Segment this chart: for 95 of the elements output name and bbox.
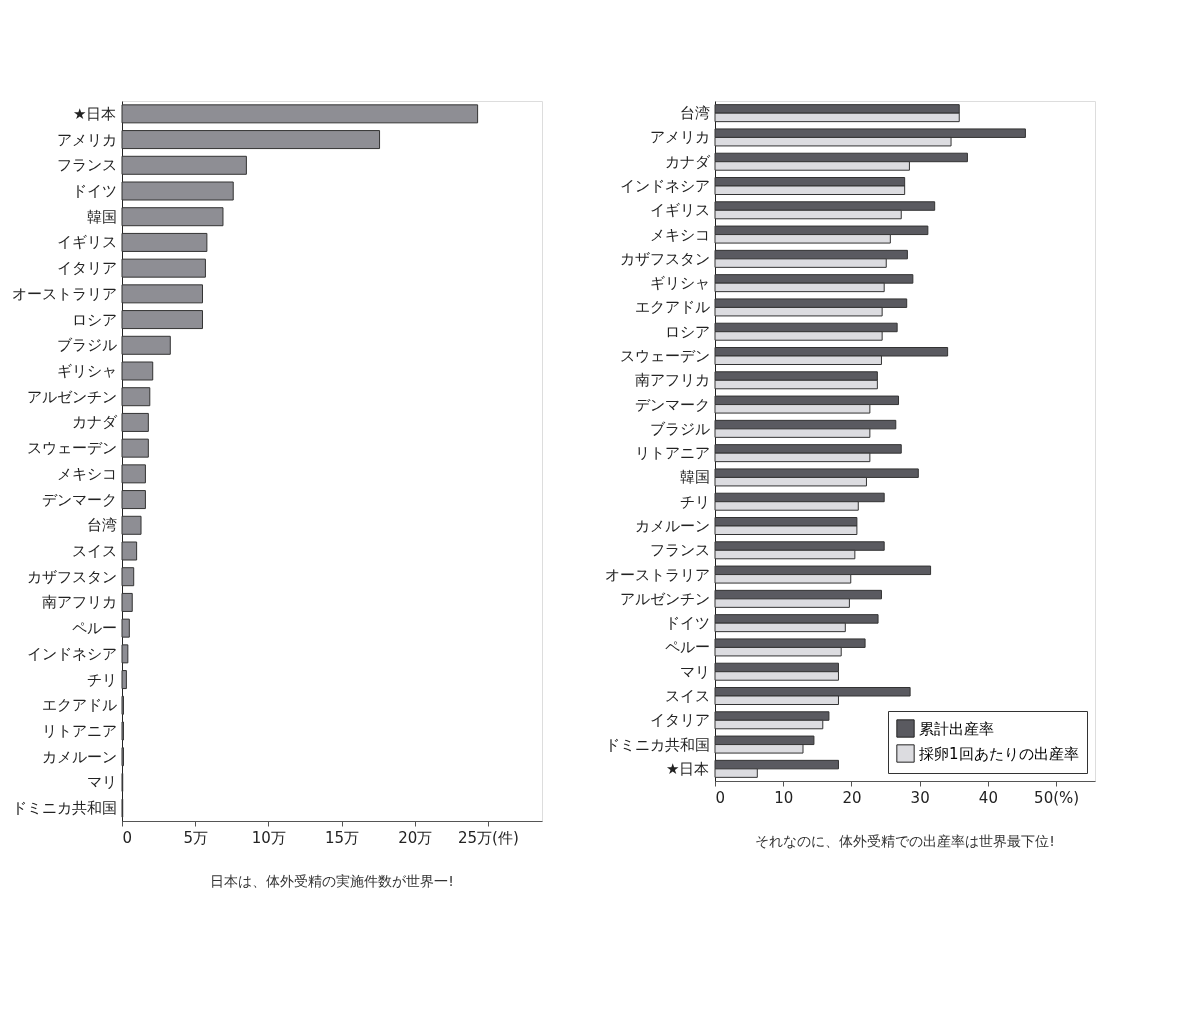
x-tick-label: 0: [122, 828, 133, 847]
bar: [121, 618, 130, 638]
bar: [121, 592, 133, 612]
y-tick-label: ロシア: [664, 322, 710, 341]
y-tick-label: 南アフリカ: [41, 593, 117, 612]
y-tick-label: カザフスタン: [26, 567, 117, 586]
y-tick-label: デンマーク: [634, 395, 710, 414]
bar: [121, 361, 154, 381]
y-tick-label: カメルーン: [41, 747, 117, 766]
legend-label: 累計出産率: [919, 719, 994, 738]
x-tick-label: 10: [774, 788, 794, 807]
y-tick-label: スウェーデン: [26, 439, 117, 458]
y-tick-label: メキシコ: [56, 464, 117, 483]
y-tick-label: チリ: [86, 670, 117, 689]
y-tick-label: チリ: [679, 492, 710, 511]
y-tick-label: ブラジル: [649, 419, 710, 438]
y-tick-label: ロシア: [71, 310, 117, 329]
bar: [121, 464, 146, 484]
bar: [121, 515, 142, 535]
bar: [121, 258, 206, 278]
text: それなのに、体外受精での出産率は世界最下位!: [755, 833, 1055, 849]
bar: [121, 130, 381, 150]
y-tick-label: 台湾: [679, 104, 710, 123]
y-tick-label: 台湾: [86, 516, 117, 535]
y-tick-label: スイス: [71, 542, 117, 560]
y-tick-label: カザフスタン: [619, 249, 710, 268]
y-tick-label: ペルー: [664, 638, 710, 657]
y-tick-label: イタリア: [649, 711, 710, 730]
legend-label: 採卵1回あたりの出産率: [919, 744, 1079, 763]
x-tick-label: 25万(件): [457, 828, 519, 847]
bar: [121, 232, 208, 252]
bar: [121, 387, 151, 407]
bar: [121, 284, 203, 304]
y-tick-label: オーストラリア: [604, 565, 710, 584]
y-tick-label: スウェーデン: [619, 347, 710, 365]
y-tick-label: アルゼンチン: [619, 589, 710, 608]
bar: [121, 412, 149, 432]
y-tick-label: ギリシャ: [56, 362, 117, 380]
y-tick-label: ドイツ: [664, 614, 710, 633]
y-tick-label: エクアドル: [634, 298, 710, 317]
y-tick-label: リトアニア: [41, 722, 117, 740]
bar: [121, 644, 129, 664]
y-tick-label: フランス: [56, 156, 117, 175]
y-tick-label: ブラジル: [56, 336, 117, 355]
y-tick-label: カメルーン: [634, 517, 710, 535]
y-tick-label: ドイツ: [71, 182, 117, 200]
x-tick-label: 50(%): [1034, 788, 1080, 807]
y-tick-label: 韓国: [679, 468, 710, 487]
y-tick-label: イギリス: [56, 233, 117, 252]
bar: [121, 438, 149, 458]
x-tick-label: 20万: [398, 828, 433, 847]
bar: [121, 541, 138, 561]
y-tick-label: デンマーク: [41, 490, 117, 509]
x-tick-label: 20: [842, 788, 862, 807]
y-tick-label: 韓国: [86, 207, 117, 226]
y-tick-label: アメリカ: [649, 128, 710, 147]
bar: [121, 104, 479, 124]
bar: [121, 335, 171, 355]
y-tick-label: マリ: [86, 773, 117, 792]
y-tick-label: カナダ: [664, 152, 711, 171]
y-tick-label: ギリシャ: [649, 274, 710, 293]
y-tick-label: インドネシア: [26, 644, 117, 663]
y-tick-label: 南アフリカ: [634, 371, 710, 390]
y-tick-label: フランス: [649, 541, 710, 560]
bar: [121, 567, 135, 587]
bar: [121, 670, 127, 690]
y-tick-label: ドミニカ共和国: [11, 799, 117, 818]
x-tick-label: 30: [910, 788, 930, 807]
y-tick-label: ペルー: [71, 619, 117, 638]
y-tick-label: ★日本: [666, 759, 710, 778]
text: 日本は、体外受精の実施件数が世界一!: [210, 873, 454, 889]
bar: [121, 490, 146, 510]
bar: [121, 181, 234, 201]
bar: [121, 155, 247, 175]
y-tick-label: カナダ: [71, 413, 118, 432]
y-tick-label: ★日本: [73, 104, 117, 123]
bar: [121, 310, 203, 330]
y-tick-label: イギリス: [649, 201, 710, 220]
y-tick-label: マリ: [679, 662, 710, 681]
x-tick-label: 15万: [324, 828, 360, 847]
bar: [121, 207, 224, 227]
y-tick-label: イタリア: [56, 259, 117, 278]
y-tick-label: インドネシア: [619, 177, 710, 195]
x-tick-label: 5万: [183, 828, 208, 847]
x-tick-label: 40: [978, 788, 998, 807]
y-tick-label: アルゼンチン: [26, 387, 117, 406]
x-tick-label: 0: [715, 788, 726, 807]
y-tick-label: スイス: [664, 687, 710, 705]
y-tick-label: ドミニカ共和国: [604, 735, 710, 754]
y-tick-label: エクアドル: [41, 696, 117, 715]
x-tick-label: 10万: [251, 828, 286, 847]
y-tick-label: アメリカ: [56, 130, 117, 149]
y-tick-label: オーストラリア: [11, 284, 117, 303]
y-tick-label: メキシコ: [649, 225, 710, 244]
y-tick-label: リトアニア: [634, 444, 710, 463]
